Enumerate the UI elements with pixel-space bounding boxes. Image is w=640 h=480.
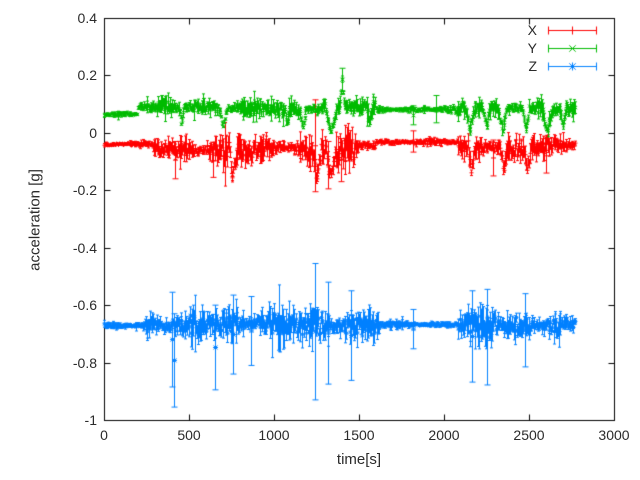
legend-label-z: Z: [528, 58, 537, 74]
x-tick-label-5: 2500: [513, 427, 545, 443]
x-tick-label-2: 1000: [258, 427, 290, 443]
y-tick-label-1: 0.2: [77, 67, 97, 84]
y-tick-label-4: -0.4: [72, 239, 97, 256]
y-tick-label-6: -0.8: [72, 354, 97, 371]
x-tick-label-3: 1500: [343, 427, 375, 443]
x-axis-label: time[s]: [336, 451, 382, 468]
y-tick-label-3: -0.2: [72, 182, 97, 199]
y-tick-label-7: -1: [84, 412, 97, 428]
x-tick-label-4: 2000: [428, 427, 460, 443]
y-tick-label-0: 0.4: [77, 10, 97, 26]
legend-label-y: Y: [527, 40, 537, 56]
y-tick-label-5: -0.6: [72, 297, 97, 314]
legend-label-x: X: [527, 22, 537, 38]
x-tick-label-0: 0: [100, 427, 108, 443]
x-tick-label-6: 3000: [598, 427, 630, 443]
y-tick-label-2: 0: [89, 124, 97, 141]
x-tick-label-1: 500: [177, 427, 201, 443]
